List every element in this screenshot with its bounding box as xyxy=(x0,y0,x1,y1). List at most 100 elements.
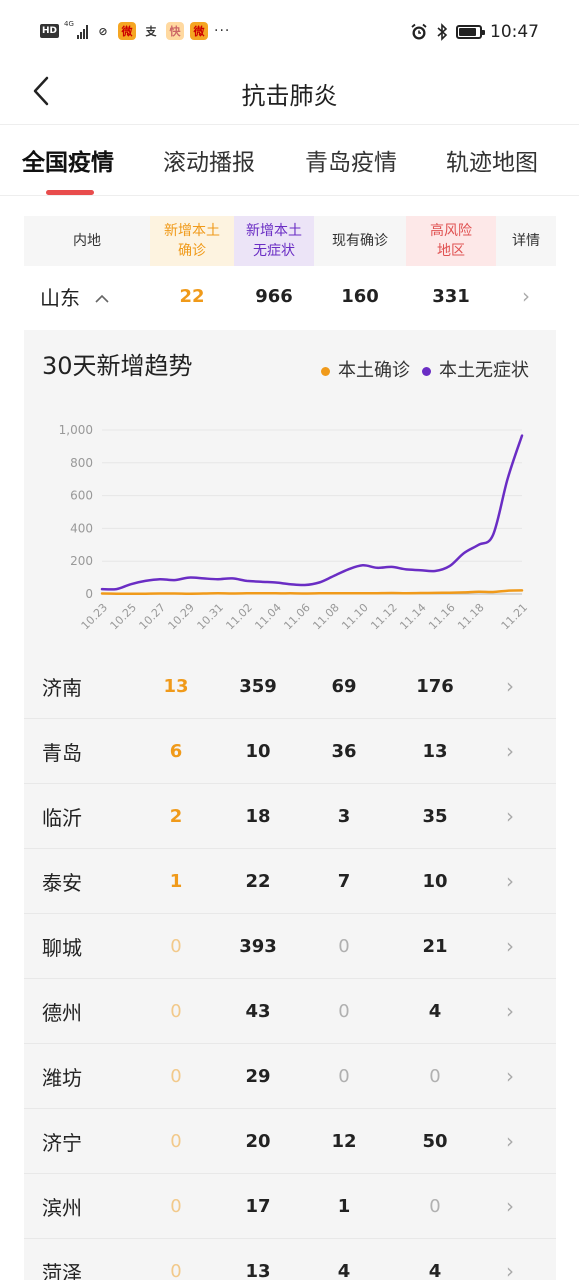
x-tick-label: 10.27 xyxy=(137,601,168,632)
series-line-confirmed xyxy=(100,589,524,595)
x-tick-label: 11.08 xyxy=(310,601,341,632)
active-tab-indicator xyxy=(46,190,94,195)
city-existing: 3 xyxy=(337,805,351,827)
more-notifications-icon: ··· xyxy=(214,23,231,39)
province-summary-row[interactable]: 山东 22 966 160 331 › xyxy=(24,266,556,326)
city-row[interactable]: 滨州 0 17 1 0 › xyxy=(24,1174,556,1239)
x-tick-label: 11.10 xyxy=(339,601,370,632)
x-tick-label: 10.25 xyxy=(108,601,139,632)
status-icons-left: HD 4G ⊘ 微 支 快 微 ··· xyxy=(40,20,231,40)
city-name: 菏泽 xyxy=(42,1260,82,1280)
alarm-icon xyxy=(411,23,427,40)
city-row[interactable]: 济南 13 359 69 176 › xyxy=(24,654,556,719)
city-asymptomatic: 10 xyxy=(245,740,271,762)
x-tick-label: 11.12 xyxy=(368,601,399,632)
city-confirmed: 2 xyxy=(169,805,183,827)
x-tick-label: 10.29 xyxy=(166,601,197,632)
tab-live-updates[interactable]: 滚动播报 xyxy=(163,150,255,176)
header-new-confirmed: 新增本土 确诊 xyxy=(150,216,234,266)
hd-icon: HD xyxy=(40,24,60,38)
row-chevron-icon[interactable]: › xyxy=(506,1129,514,1153)
city-row[interactable]: 临沂 2 18 3 35 › xyxy=(24,784,556,849)
trend-card xyxy=(24,330,556,1280)
page-title: 抗击肺炎 xyxy=(241,82,338,110)
city-high-risk: 176 xyxy=(416,675,454,697)
city-row[interactable]: 菏泽 0 13 4 4 › xyxy=(24,1239,556,1280)
city-row[interactable]: 德州 0 43 0 4 › xyxy=(24,979,556,1044)
x-tick-label: 11.06 xyxy=(281,601,312,632)
trend-chart: 1,000 800 600 400 200 010.2310.2510.2710.2910… xyxy=(59,423,530,632)
x-tick-label: 11.04 xyxy=(252,601,283,632)
summary-asymptomatic: 966 xyxy=(255,285,293,307)
city-confirmed: 0 xyxy=(170,1195,182,1217)
row-chevron-icon[interactable]: › xyxy=(506,1064,514,1088)
city-asymptomatic: 43 xyxy=(245,1000,271,1022)
x-tick-label: 11.16 xyxy=(426,601,457,632)
legend-dot-confirmed xyxy=(321,366,330,376)
legend-asymptomatic: 本土无症状 xyxy=(422,356,529,382)
y-tick-label: 1,000 xyxy=(59,423,93,437)
back-arrow-icon[interactable] xyxy=(30,74,54,108)
chart-legend: 本土确诊 本土无症状 xyxy=(321,356,529,382)
summary-high-risk: 331 xyxy=(432,285,470,307)
row-chevron-icon[interactable]: › xyxy=(506,674,514,698)
app-icon: 快 xyxy=(166,22,185,40)
city-row[interactable]: 潍坊 0 29 0 0 › xyxy=(24,1044,556,1109)
city-high-risk: 35 xyxy=(422,805,448,827)
city-name: 青岛 xyxy=(42,740,82,765)
x-tick-label: 11.14 xyxy=(397,601,428,632)
city-row[interactable]: 青岛 6 10 36 13 › xyxy=(24,719,556,784)
y-tick-label: 0 xyxy=(85,587,93,601)
legend-dot-asymptomatic xyxy=(422,366,431,376)
clock: 10:47 xyxy=(490,22,539,42)
city-asymptomatic: 20 xyxy=(245,1130,271,1152)
city-high-risk: 50 xyxy=(422,1130,448,1152)
row-chevron-icon[interactable]: › xyxy=(506,739,514,763)
x-tick-label: 10.31 xyxy=(195,601,226,632)
row-chevron-icon[interactable]: › xyxy=(506,1194,514,1218)
details-chevron-icon[interactable]: › xyxy=(522,284,530,308)
city-row[interactable]: 聊城 0 393 0 21 › xyxy=(24,914,556,979)
legend-confirmed: 本土确诊 xyxy=(321,356,410,382)
row-chevron-icon[interactable]: › xyxy=(506,999,514,1023)
chart-title: 30天新增趋势 xyxy=(42,352,193,380)
city-name: 聊城 xyxy=(42,935,82,960)
city-confirmed: 0 xyxy=(170,1130,182,1152)
summary-header: 内地 新增本土 确诊 新增本土 无症状 现有确诊 高风险 地区 详情 xyxy=(24,216,556,266)
city-name: 滨州 xyxy=(42,1195,82,1220)
row-chevron-icon[interactable]: › xyxy=(506,869,514,893)
alipay-icon: 支 xyxy=(145,25,157,38)
tab-national[interactable]: 全国疫情 xyxy=(22,150,114,176)
row-chevron-icon[interactable]: › xyxy=(506,934,514,958)
row-chevron-icon[interactable]: › xyxy=(506,804,514,828)
bluetooth-icon xyxy=(437,23,448,41)
row-chevron-icon[interactable]: › xyxy=(506,1259,514,1280)
city-row[interactable]: 济宁 0 20 12 50 › xyxy=(24,1109,556,1174)
summary-confirmed: 22 xyxy=(179,285,205,307)
x-tick-label: 11.21 xyxy=(499,601,530,632)
weibo-icon: 微 xyxy=(190,22,209,40)
city-existing: 36 xyxy=(331,740,357,762)
series-line-asymptomatic xyxy=(100,434,524,591)
city-asymptomatic: 393 xyxy=(239,935,277,957)
y-tick-label: 800 xyxy=(70,456,93,470)
header-existing-confirmed: 现有确诊 xyxy=(332,233,388,249)
city-existing: 0 xyxy=(338,935,350,957)
city-high-risk: 0 xyxy=(429,1195,441,1217)
app-notification-icon: ⊘ xyxy=(98,24,108,38)
province-name[interactable]: 山东 xyxy=(24,282,150,311)
collapse-chevron-icon[interactable] xyxy=(94,293,110,305)
header-new-asymptomatic: 新增本土 无症状 xyxy=(234,216,314,266)
city-existing: 0 xyxy=(338,1000,350,1022)
tab-qingdao[interactable]: 青岛疫情 xyxy=(305,150,397,176)
city-asymptomatic: 22 xyxy=(245,870,271,892)
city-confirmed: 0 xyxy=(170,1260,182,1280)
city-asymptomatic: 17 xyxy=(245,1195,271,1217)
city-row[interactable]: 泰安 1 22 7 10 › xyxy=(24,849,556,914)
city-high-risk: 0 xyxy=(429,1065,441,1087)
tab-trajectory-map[interactable]: 轨迹地图 xyxy=(446,150,538,176)
weibo-icon: 微 xyxy=(118,22,137,40)
city-asymptomatic: 13 xyxy=(245,1260,271,1280)
city-existing: 4 xyxy=(337,1260,351,1280)
